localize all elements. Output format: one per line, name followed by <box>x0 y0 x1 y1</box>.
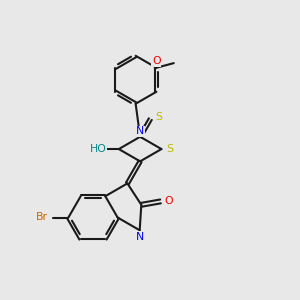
Text: O: O <box>152 56 161 66</box>
Text: O: O <box>165 196 173 206</box>
Text: S: S <box>155 112 162 122</box>
Text: Br: Br <box>36 212 48 223</box>
Text: S: S <box>166 144 173 154</box>
Text: N: N <box>136 126 144 136</box>
Text: N: N <box>136 232 144 242</box>
Text: HO: HO <box>89 144 106 154</box>
